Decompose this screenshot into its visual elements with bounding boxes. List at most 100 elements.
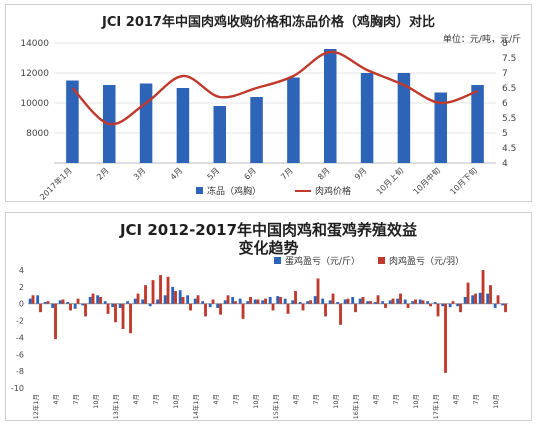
- x-tick-label: 10月上旬: [374, 165, 405, 196]
- bar-layer-profit: [58, 300, 62, 304]
- x-tick-label: 2012年1月: [31, 394, 40, 420]
- bar-layer-profit: [96, 295, 100, 304]
- bar-broiler-profit: [331, 293, 335, 304]
- x-tick-label: 8月: [316, 166, 332, 182]
- top-chart-legend: 冻品（鸡胸） 肉鸡价格: [196, 184, 351, 197]
- bar-broiler-profit: [444, 303, 447, 373]
- bar-broiler-profit: [421, 300, 425, 304]
- bar-broiler-profit: [264, 298, 267, 304]
- bar-broiler-profit: [181, 296, 185, 304]
- x-tick-label: 7月: [392, 394, 400, 405]
- bar-layer-profit: [178, 290, 182, 304]
- legend-label-layer: 蛋鸡盈亏（元/斤）: [285, 257, 361, 267]
- bar-broiler-profit: [451, 301, 455, 304]
- bar-broiler-profit: [106, 303, 110, 314]
- x-tick-label: 10月: [92, 394, 100, 409]
- x-tick-label: 2月: [95, 166, 111, 182]
- y-tick-label: 2: [19, 283, 24, 292]
- bar-layer-profit: [306, 301, 310, 304]
- bar-broiler-profit: [39, 303, 42, 313]
- bar-layer-profit: [51, 303, 55, 308]
- bar-broiler-profit: [376, 295, 380, 304]
- x-tick-label: 3月: [132, 166, 148, 182]
- bar-layer-profit: [223, 300, 227, 304]
- bar-layer-profit: [441, 303, 445, 307]
- y-tick-label: -10: [11, 384, 24, 393]
- bar-layer-profit: [448, 303, 452, 308]
- x-tick-label: 9月: [353, 166, 369, 182]
- x-tick-label: 2014年1月: [191, 394, 200, 420]
- bar-broiler-profit: [436, 303, 440, 317]
- bar-broiler-profit: [54, 303, 57, 340]
- bar-broiler-profit: [61, 299, 65, 304]
- bar-layer-profit: [231, 296, 235, 304]
- bar-broiler-profit: [174, 291, 177, 304]
- bar-broiler-profit: [309, 300, 312, 304]
- bar-layer-profit: [313, 296, 317, 304]
- y-tick-label: 0: [19, 300, 24, 309]
- bar-broiler-profit: [466, 282, 470, 304]
- bar-layer-profit: [463, 296, 467, 304]
- top-chart-unit-label: 单位：元/吨，元/斤: [442, 35, 521, 45]
- x-tick-label: 2016年1月: [351, 394, 360, 420]
- bar-layer-profit: [351, 296, 355, 304]
- bar-layer-profit: [358, 298, 362, 304]
- bar-layer-profit: [28, 298, 32, 304]
- bar-broiler-profit: [496, 295, 500, 304]
- bar-layer-profit: [126, 301, 130, 304]
- bar-broiler-profit: [159, 275, 162, 304]
- bar-broiler-profit: [474, 293, 477, 304]
- bar-broiler-profit: [121, 303, 125, 329]
- bar-broiler-profit: [189, 303, 192, 311]
- bar-broiler-profit: [99, 296, 102, 304]
- x-tick-label: 6月: [242, 166, 258, 182]
- x-tick-label: 10月: [332, 394, 340, 409]
- bar-layer-profit: [36, 295, 40, 304]
- bar-layer-profit: [321, 298, 325, 304]
- x-tick-label: 7月: [232, 394, 240, 405]
- y-right-tick-label: 5: [502, 129, 508, 139]
- y-left-tick-label: 10000: [20, 99, 49, 109]
- bar-layer-profit: [381, 301, 385, 304]
- bar-broiler-profit: [136, 293, 140, 304]
- bar-frozen: [139, 83, 153, 163]
- bar-frozen: [360, 73, 374, 163]
- legend-label-frozen: 冻品（鸡胸）: [207, 187, 262, 197]
- bar-frozen: [213, 106, 227, 163]
- bar-layer-profit: [141, 299, 145, 304]
- x-tick-label: 10月下旬: [448, 165, 479, 196]
- bar-layer-profit: [396, 298, 400, 304]
- bar-broiler-profit: [504, 303, 507, 313]
- bar-layer-profit: [433, 302, 437, 304]
- top-chart-svg: 8000 10000 12000 14000 4 4.5 5 5.5 6 6.5 7 7.5 8 2017…: [20, 39, 516, 201]
- bar-broiler-profit: [256, 299, 260, 304]
- bar-broiler-profit: [339, 303, 342, 325]
- bar-broiler-profit: [144, 285, 147, 304]
- x-tick-label: 7月: [152, 394, 160, 405]
- y-tick-label: -6: [16, 350, 24, 359]
- bar-layer-profit: [216, 303, 220, 308]
- bar-broiler-profit: [286, 303, 290, 314]
- bar-broiler-profit: [46, 301, 50, 304]
- bar-layer-profit: [403, 299, 407, 304]
- bar-frozen: [176, 88, 190, 163]
- bar-broiler-profit: [166, 276, 170, 304]
- y-right-tick-label: 7: [502, 69, 508, 79]
- bottom-chart-title-line2: 变化趋势: [238, 239, 299, 257]
- x-tick-label: 2015年1月: [271, 394, 280, 420]
- x-tick-label: 4月: [132, 394, 140, 405]
- bar-layer-profit: [268, 296, 272, 304]
- bar-broiler-profit: [69, 303, 72, 311]
- x-tick-label: 7月: [72, 394, 80, 405]
- y-left-tick-label: 14000: [20, 39, 49, 49]
- bar-broiler-profit: [369, 301, 372, 304]
- bar-broiler-profit: [294, 291, 297, 304]
- bar-layer-profit: [103, 301, 107, 304]
- bar-layer-profit: [201, 301, 205, 304]
- bar-layer-profit: [283, 298, 287, 304]
- bar-layer-profit: [133, 298, 137, 304]
- bar-layer-profit: [298, 302, 302, 304]
- bar-layer-profit: [193, 298, 197, 304]
- bar-frozen: [250, 97, 263, 163]
- bar-broiler-profit: [226, 295, 230, 304]
